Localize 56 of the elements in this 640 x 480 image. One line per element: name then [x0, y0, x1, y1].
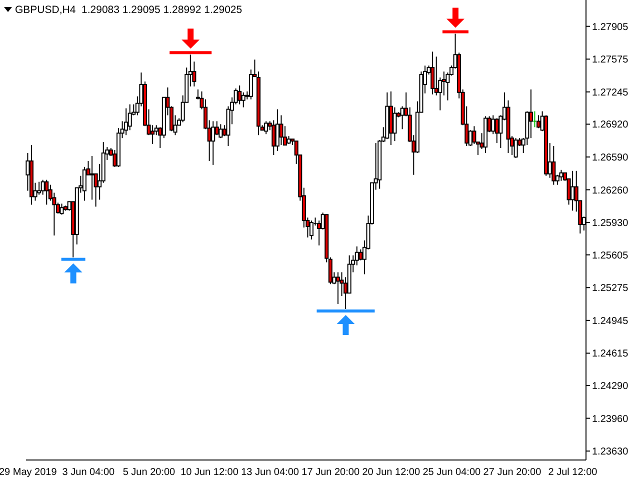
candlestick [552, 146, 556, 186]
chart-title: GBPUSD,H4 1.29083 1.29095 1.28992 1.29025 [15, 4, 242, 16]
candlestick [559, 169, 564, 182]
candlestick [218, 124, 223, 139]
x-tick-label: 5 Jun 20:00 [122, 467, 176, 478]
y-tick-label: 1.26260 [592, 185, 629, 196]
y-tick-label: 1.27245 [592, 87, 629, 98]
candlestick [336, 272, 340, 305]
y-tick-label: 1.25930 [592, 218, 629, 230]
y-tick-label: 1.24615 [592, 348, 629, 360]
x-tick-label: 10 Jun 12:00 [180, 467, 239, 478]
x-tick-label: 3 Jun 04:00 [62, 467, 116, 478]
candlestick [528, 88, 533, 139]
candlestick [128, 104, 132, 131]
y-tick-label: 1.23960 [592, 414, 629, 425]
candlestick [272, 120, 276, 156]
y-tick-label: 1.24945 [592, 316, 629, 327]
candlestick [309, 220, 314, 240]
y-tick-label: 1.23630 [592, 446, 629, 458]
candlestick [275, 108, 280, 152]
candlestick [150, 124, 155, 145]
candlestick [124, 108, 128, 136]
y-tick-label: 1.24290 [592, 381, 629, 392]
x-tick-label: 13 Jun 04:00 [241, 467, 300, 478]
y-tick-label: 1.26590 [592, 152, 629, 164]
candlestick [248, 69, 253, 100]
candlestick [472, 126, 476, 145]
candlestick [536, 114, 541, 129]
candlestick [491, 114, 496, 135]
y-tick-label: 1.27575 [592, 54, 629, 66]
candlestick [37, 181, 42, 196]
candlestick [90, 155, 94, 200]
y-tick-label: 1.26920 [592, 120, 629, 131]
candlestick [40, 179, 45, 196]
x-tick-label: 17 Jun 20:00 [302, 467, 360, 478]
x-tick-label: 25 Jun 04:00 [422, 467, 482, 478]
candlestick [514, 138, 518, 158]
y-tick-label: 1.27905 [592, 22, 629, 33]
candlestick [211, 120, 216, 166]
x-tick-label: 2 Jul 12:00 [548, 467, 598, 478]
y-tick-label: 1.25605 [592, 250, 629, 262]
candlestick [44, 179, 49, 206]
candlestick [279, 114, 284, 146]
candlestick [60, 203, 64, 216]
candlestick [570, 170, 575, 212]
x-tick-label: 27 Jun 20:00 [483, 467, 542, 478]
candlestick [264, 120, 268, 135]
candlestick [358, 248, 363, 261]
candlestick [430, 51, 435, 95]
y-tick-label: 1.25275 [592, 283, 629, 294]
candlestick [392, 106, 397, 142]
candlestick [532, 110, 537, 128]
candlestick [241, 92, 246, 108]
x-tick-label: 20 Jun 12:00 [362, 467, 420, 478]
candlestick [82, 166, 86, 202]
candlestick [238, 84, 242, 105]
